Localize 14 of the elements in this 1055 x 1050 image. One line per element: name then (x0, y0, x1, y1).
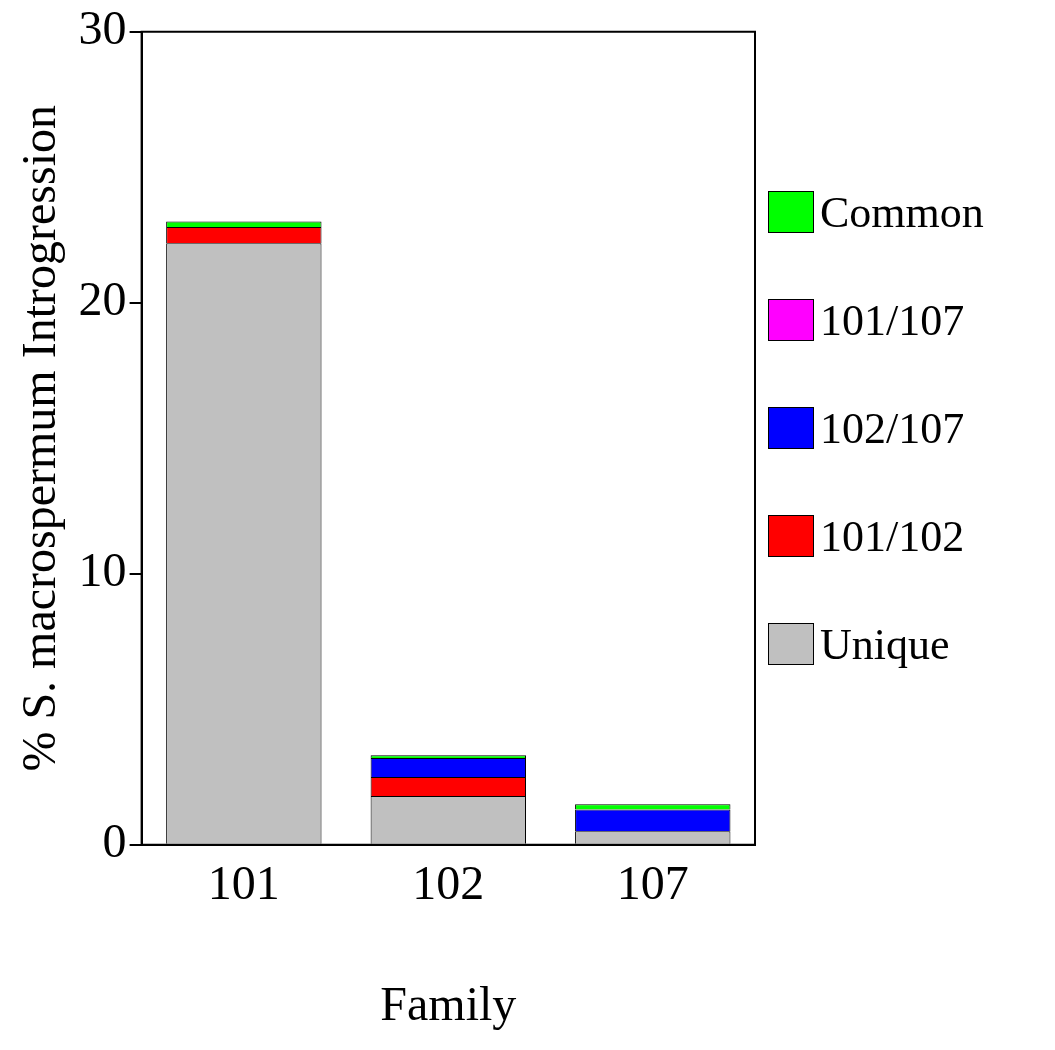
legend-label: Common (820, 186, 984, 238)
y-axis-title: % S. macrospermum Introgression (12, 105, 66, 772)
x-tick-label: 107 (616, 856, 689, 910)
legend-label: Unique (820, 618, 950, 670)
legend-label: 102/107 (820, 402, 965, 454)
x-tick-label: 101 (207, 856, 280, 910)
y-tick-label: 30 (78, 1, 127, 55)
y-tick-label: 10 (78, 543, 127, 597)
x-axis-title: Family (380, 976, 517, 1030)
y-tick-label: 20 (78, 272, 127, 326)
x-tick-label: 102 (412, 856, 485, 910)
legend-label: 101/107 (820, 294, 965, 346)
y-tick-label: 0 (102, 814, 127, 868)
legend-label: 101/102 (820, 510, 965, 562)
